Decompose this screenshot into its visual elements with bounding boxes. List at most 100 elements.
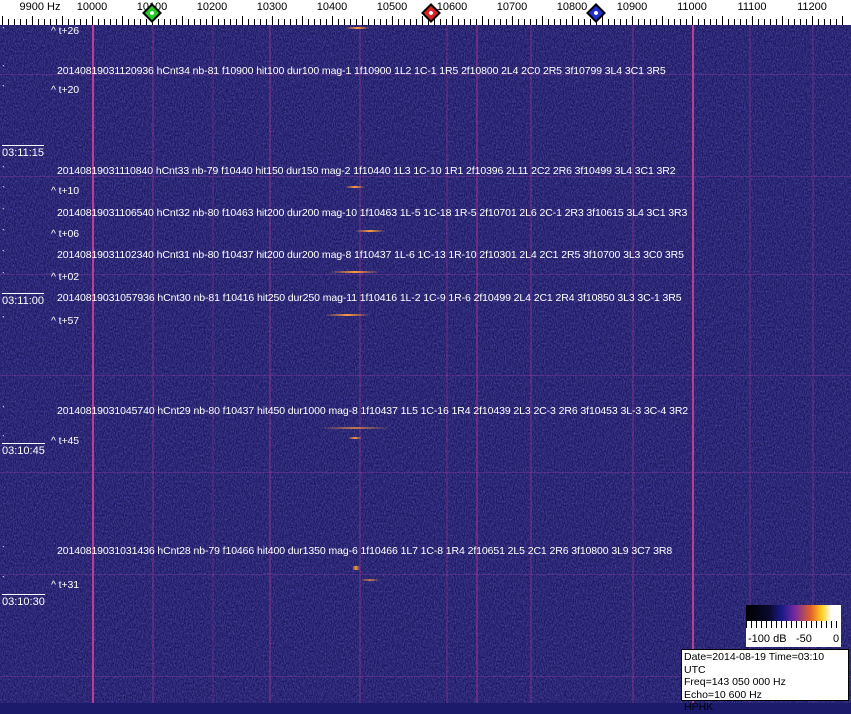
axis-tick	[230, 19, 231, 25]
axis-tick	[332, 16, 333, 25]
axis-tick	[758, 19, 759, 25]
axis-tick	[404, 19, 405, 25]
tick-marker: `	[2, 185, 5, 195]
axis-tick	[650, 19, 651, 25]
info-box: Date=2014-08-19 Time=03:10 UTC Freq=143 …	[681, 649, 849, 713]
axis-tick	[536, 19, 537, 25]
interference-line	[530, 25, 532, 703]
axis-tick	[386, 19, 387, 25]
axis-tick	[566, 19, 567, 25]
axis-tick	[2, 16, 3, 25]
meteor-echo	[325, 314, 370, 316]
axis-tick	[266, 19, 267, 25]
time-label: 03:11:15	[2, 145, 45, 159]
axis-tick	[248, 19, 249, 25]
time-label: 03:11:00	[2, 293, 45, 307]
tick-marker: `	[2, 249, 5, 259]
echo-frequency: Echo=10 600 Hz	[684, 688, 762, 701]
axis-tick	[38, 19, 39, 25]
axis-tick	[128, 19, 129, 25]
axis-tick	[770, 19, 771, 25]
axis-tick	[104, 19, 105, 25]
axis-tick	[362, 16, 363, 25]
axis-tick	[224, 19, 225, 25]
axis-tick	[674, 19, 675, 25]
axis-tick	[710, 19, 711, 25]
tick-marker: `	[2, 26, 5, 36]
axis-tick	[830, 19, 831, 25]
axis-tick	[134, 19, 135, 25]
axis-tick	[626, 19, 627, 25]
axis-tick	[578, 19, 579, 25]
axis-tick	[428, 19, 429, 25]
meteor-echo	[352, 566, 360, 570]
axis-tick	[476, 19, 477, 25]
axis-tick	[608, 19, 609, 25]
axis-tick	[812, 16, 813, 25]
axis-tick	[842, 16, 843, 25]
axis-tick-label: 10500	[376, 1, 408, 13]
axis-tick	[140, 19, 141, 25]
axis-tick	[62, 16, 63, 25]
meteor-echo	[355, 230, 385, 232]
axis-tick	[212, 16, 213, 25]
axis-tick	[746, 19, 747, 25]
axis-tick	[560, 19, 561, 25]
axis-tick	[200, 19, 201, 25]
axis-tick	[680, 19, 681, 25]
axis-tick	[8, 19, 9, 25]
axis-tick	[272, 16, 273, 25]
axis-tick	[380, 19, 381, 25]
interference-line	[749, 25, 751, 703]
axis-tick-label: 10700	[496, 1, 528, 13]
axis-tick-label: 10900	[616, 1, 648, 13]
frequency-axis: 9900 Hz100001010010200103001040010500106…	[0, 0, 851, 25]
axis-tick	[80, 19, 81, 25]
interference-line	[92, 25, 94, 703]
axis-tick	[632, 16, 633, 25]
axis-tick	[296, 19, 297, 25]
axis-tick	[44, 19, 45, 25]
axis-tick	[176, 19, 177, 25]
tick-marker: `	[2, 228, 5, 238]
time-offset-label: ^ t+02	[51, 271, 79, 283]
axis-tick	[734, 19, 735, 25]
meteor-echo	[345, 186, 365, 188]
axis-tick	[410, 19, 411, 25]
axis-tick	[686, 19, 687, 25]
time-offset-label: ^ t+45	[51, 435, 79, 447]
meteor-echo	[360, 579, 380, 581]
interference-line	[269, 25, 271, 703]
axis-tick	[290, 19, 291, 25]
axis-tick-label: 10300	[256, 1, 288, 13]
axis-tick	[416, 19, 417, 25]
axis-tick	[542, 16, 543, 25]
colorbar-ticks	[746, 621, 841, 628]
axis-tick-label: 11200	[797, 1, 827, 13]
grid-line	[0, 274, 851, 275]
axis-tick	[302, 16, 303, 25]
axis-tick	[488, 19, 489, 25]
axis-tick	[74, 19, 75, 25]
interference-line	[446, 25, 448, 703]
tick-marker: `	[2, 575, 5, 585]
axis-tick	[218, 19, 219, 25]
axis-tick	[392, 16, 393, 25]
meteor-echo	[330, 271, 380, 273]
axis-tick	[554, 19, 555, 25]
axis-tick	[800, 19, 801, 25]
axis-tick	[602, 16, 603, 25]
axis-tick	[20, 19, 21, 25]
grid-line	[0, 375, 851, 376]
axis-tick	[512, 16, 513, 25]
axis-tick	[98, 19, 99, 25]
axis-tick	[620, 19, 621, 25]
axis-tick	[14, 19, 15, 25]
axis-tick	[506, 19, 507, 25]
axis-tick	[26, 19, 27, 25]
time-label: 03:10:45	[2, 443, 45, 457]
axis-tick	[500, 19, 501, 25]
axis-tick	[164, 19, 165, 25]
event-line: 20140819031106540 hCnt32 nb-80 f10463 hi…	[57, 207, 688, 219]
event-line: 20140819031031436 hCnt28 nb-79 f10466 hi…	[57, 545, 673, 557]
